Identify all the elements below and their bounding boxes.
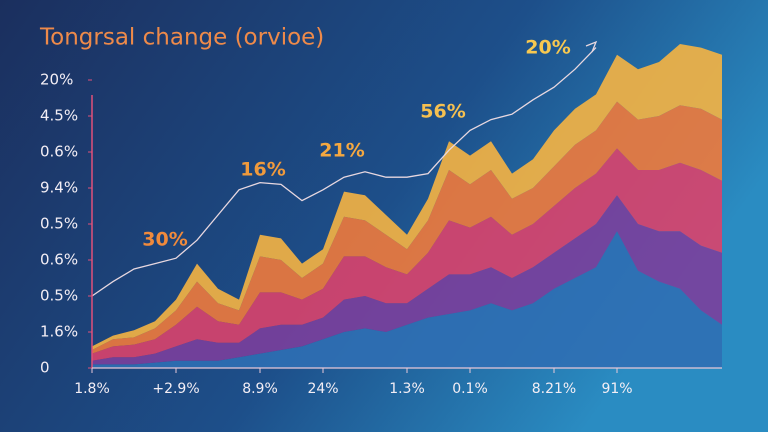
x-tick-label: 8.9% xyxy=(242,381,278,397)
y-tick-label: 20% xyxy=(40,71,73,89)
area-layer xyxy=(92,148,722,361)
annotation: 20% xyxy=(525,37,570,59)
chart-title: Tongrsal change (orvioe) xyxy=(39,25,324,51)
x-tick-label: 91% xyxy=(601,381,632,397)
y-tick-label: 0.6% xyxy=(40,251,78,269)
x-tick-label: 8.21% xyxy=(532,381,576,397)
y-tick-label: 0.5% xyxy=(40,287,78,305)
x-tick-label: +2.9% xyxy=(152,381,199,397)
area-layer xyxy=(92,44,722,350)
x-tick-label: 0.1% xyxy=(452,381,488,397)
annotation: 16% xyxy=(240,159,285,181)
y-tick-label: 0 xyxy=(40,359,50,377)
area-layer xyxy=(92,231,722,368)
y-tick-label: 1.6% xyxy=(40,323,78,341)
trend-arrow xyxy=(585,40,598,53)
x-tick-label: 1.8% xyxy=(74,381,110,397)
annotation: 56% xyxy=(420,101,465,123)
x-tick-label: 1.3% xyxy=(389,381,425,397)
y-tick-label: 0.6% xyxy=(40,143,78,161)
y-tick-label: 0.5% xyxy=(40,215,78,233)
annotation: 30% xyxy=(142,229,187,251)
area-layer xyxy=(92,101,722,354)
annotation: 21% xyxy=(319,140,364,162)
trend-line xyxy=(91,47,597,297)
y-tick-label: 4.5% xyxy=(40,107,78,125)
x-tick-label: 24% xyxy=(307,381,338,397)
y-tick-label: 9.4% xyxy=(40,179,78,197)
